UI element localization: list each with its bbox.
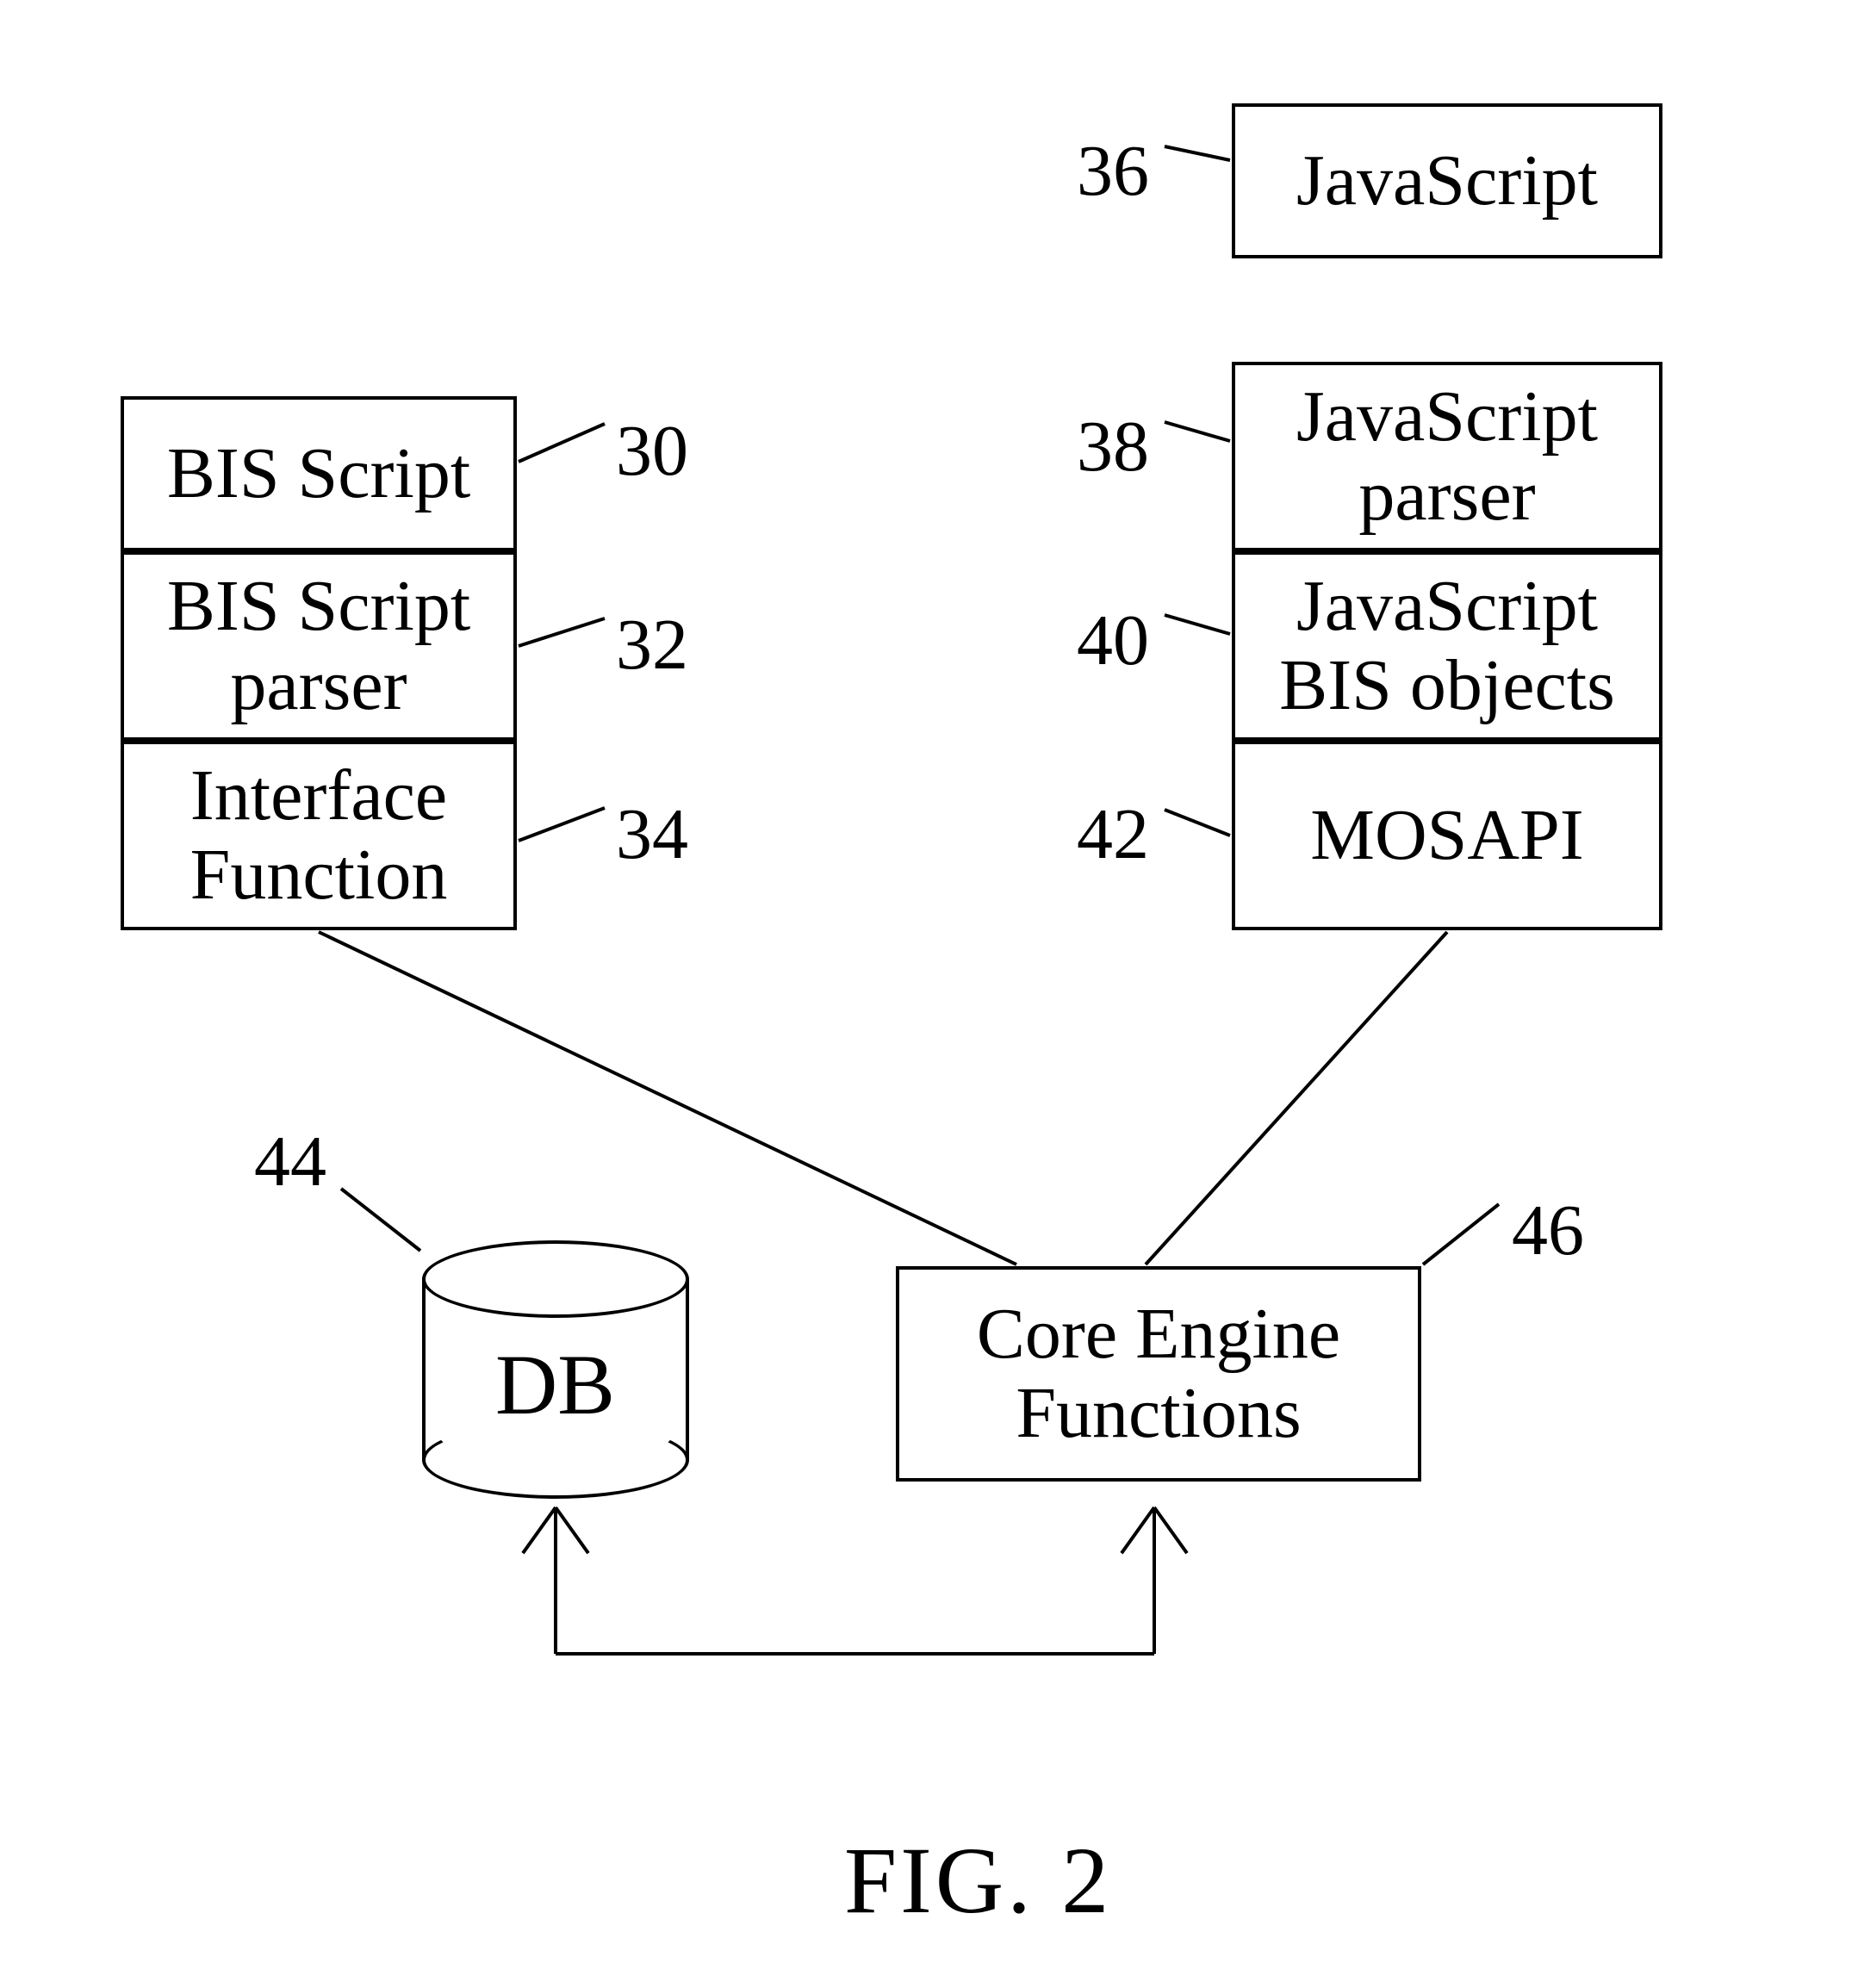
db-label: DB	[495, 1335, 615, 1434]
left-cell-bis-script: BIS Script	[121, 396, 517, 551]
ref-label-44: 44	[254, 1120, 326, 1203]
ref-label-36: 36	[1077, 129, 1149, 213]
left-cell-interface-function: Interface Function	[121, 741, 517, 930]
ref-label-46: 46	[1512, 1189, 1584, 1272]
diagram-canvas: BIS Script BIS Script parser Interface Fun…	[0, 0, 1858, 1988]
right-cell-javascript-bis-objects-label: JavaScript BIS objects	[1279, 567, 1615, 726]
db-top	[422, 1240, 689, 1318]
ref-label-40: 40	[1077, 599, 1149, 682]
ref-label-32: 32	[616, 603, 688, 686]
right-cell-javascript: JavaScript	[1232, 103, 1662, 258]
ref-label-38: 38	[1077, 405, 1149, 488]
right-cell-javascript-label: JavaScript	[1296, 141, 1598, 221]
ref-label-34: 34	[616, 792, 688, 876]
right-cell-mosapi-label: MOSAPI	[1310, 796, 1583, 875]
right-cell-javascript-parser: JavaScript parser	[1232, 362, 1662, 551]
ref-label-42: 42	[1077, 792, 1149, 876]
left-cell-interface-function-label: Interface Function	[190, 756, 448, 916]
core-engine-box: Core Engine Functions	[896, 1266, 1421, 1482]
ref-label-30: 30	[616, 409, 688, 493]
right-cell-mosapi: MOSAPI	[1232, 741, 1662, 930]
left-cell-bis-script-parser: BIS Script parser	[121, 551, 517, 741]
figure-title: FIG. 2	[844, 1826, 1112, 1935]
connector-lines	[0, 0, 1858, 1988]
right-cell-javascript-bis-objects: JavaScript BIS objects	[1232, 551, 1662, 741]
db-cylinder: DB	[422, 1240, 689, 1499]
left-cell-bis-script-parser-label: BIS Script parser	[167, 567, 470, 726]
left-cell-bis-script-label: BIS Script	[167, 434, 470, 513]
right-cell-javascript-parser-label: JavaScript parser	[1296, 377, 1598, 537]
core-engine-label: Core Engine Functions	[977, 1295, 1340, 1454]
